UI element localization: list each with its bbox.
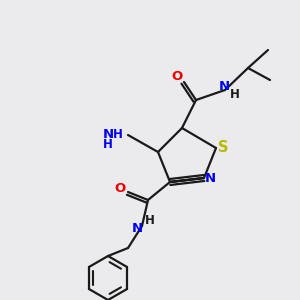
Text: H: H [230,88,240,100]
Text: N: N [204,172,216,185]
Text: N: N [218,80,230,94]
Text: N: N [102,128,114,140]
Text: H: H [113,128,123,140]
Text: O: O [171,70,183,83]
Text: S: S [218,140,228,155]
Text: O: O [114,182,126,196]
Text: H: H [145,214,155,227]
Text: H: H [103,139,113,152]
Text: N: N [131,223,142,236]
